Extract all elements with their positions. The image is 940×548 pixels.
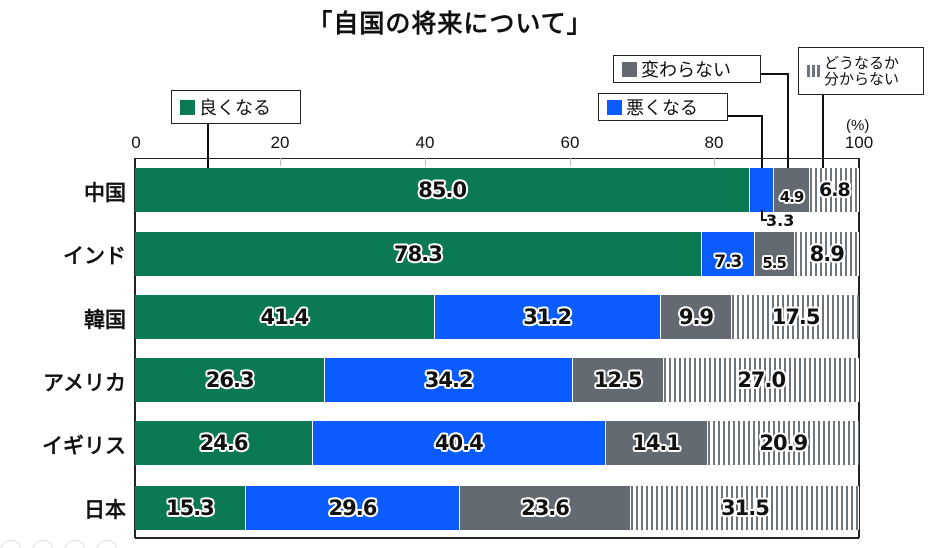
row-label-india: インド — [63, 244, 126, 268]
leader-line-same-v — [787, 73, 789, 175]
legend-swatch-unknown — [807, 65, 820, 77]
leader-line-bad-v — [761, 115, 763, 219]
bar-row-usa: 26.3 34.2 12.5 27.0 — [135, 358, 859, 402]
bar-segment-bad: 7.3 — [701, 232, 755, 276]
tickmark-40 — [425, 158, 426, 166]
bar-row-japan: 15.3 29.6 23.6 31.5 — [135, 486, 859, 530]
unit-label: (%) — [846, 117, 870, 134]
carousel-dot[interactable] — [0, 540, 22, 548]
legend-swatch-same — [622, 61, 637, 77]
x-tick-40: 40 — [415, 133, 435, 152]
axis-right — [858, 158, 860, 538]
x-tick-20: 20 — [270, 133, 290, 152]
bar-segment-same: 14.1 — [605, 421, 708, 465]
legend-label-same: 変わらない — [641, 60, 731, 81]
leader-line-bad-h — [728, 115, 762, 117]
row-label-uk: イギリス — [42, 434, 126, 458]
leader-line-unknown — [822, 95, 824, 175]
carousel-dot[interactable] — [32, 540, 54, 548]
bar-segment-unknown: 17.5 — [732, 295, 859, 339]
bar-segment-same: 12.5 — [573, 358, 664, 402]
row-label-korea: 韓国 — [84, 308, 126, 332]
legend-same: 変わらない — [613, 55, 761, 83]
bar-row-uk: 24.6 40.4 14.1 20.9 — [135, 421, 859, 465]
bar-segment-unknown: 6.8 — [809, 168, 859, 212]
legend-unknown: どうなるか 分からない — [798, 47, 924, 95]
bar-segment-same: 5.5 — [754, 232, 795, 276]
carousel-dots — [0, 540, 118, 548]
bar-segment-bad: 34.2 — [325, 358, 573, 402]
bar-segment-same: 9.9 — [660, 295, 733, 339]
bar-row-korea: 41.4 31.2 9.9 17.5 — [135, 295, 859, 339]
bar-segment-unknown: 31.5 — [630, 486, 859, 530]
tickmark-20 — [280, 158, 281, 166]
bar-segment-unknown: 8.9 — [794, 232, 859, 276]
leader-line-china-bad-label-h — [761, 219, 767, 221]
bar-row-china: 85.0 4.9 6.8 — [135, 168, 859, 212]
china-bad-value: 3.3 — [766, 211, 795, 230]
row-label-china: 中国 — [84, 181, 126, 205]
row-label-usa: アメリカ — [43, 371, 126, 395]
bar-row-india: 78.3 7.3 5.5 8.9 — [135, 232, 859, 276]
leader-line-good — [207, 124, 209, 174]
carousel-dot[interactable] — [64, 540, 86, 548]
x-tick-0: 0 — [131, 133, 141, 152]
bar-segment-good: 78.3 — [135, 232, 702, 276]
leader-line-china-bad-label — [761, 210, 763, 220]
legend-swatch-bad — [607, 99, 622, 115]
legend-label-bad: 悪くなる — [626, 98, 698, 119]
chart-title: 「自国の将来について」 — [307, 9, 593, 38]
legend-good: 良くなる — [171, 90, 301, 124]
row-label-japan: 日本 — [84, 498, 126, 522]
bar-segment-same: 23.6 — [460, 486, 631, 530]
bar-segment-unknown: 27.0 — [663, 358, 859, 402]
bar-segment-bad: 29.6 — [245, 486, 461, 530]
bar-segment-bad — [750, 168, 775, 212]
legend-label-unknown-line1: どうなるか — [824, 54, 900, 72]
axis-top — [135, 158, 859, 159]
legend-label-good: 良くなる — [199, 98, 271, 119]
bar-segment-good: 26.3 — [135, 358, 326, 402]
bar-segment-bad: 40.4 — [313, 421, 606, 465]
bar-segment-same: 4.9 — [774, 168, 810, 212]
x-tick-80: 80 — [704, 133, 724, 152]
bar-segment-unknown: 20.9 — [707, 421, 859, 465]
leader-line-same-h — [761, 73, 788, 75]
bar-segment-bad: 31.2 — [434, 295, 661, 339]
bar-segment-good: 41.4 — [135, 295, 435, 339]
tickmark-60 — [570, 158, 571, 166]
axis-bottom — [135, 537, 859, 539]
bar-segment-good: 15.3 — [135, 486, 246, 530]
x-tick-60: 60 — [560, 133, 580, 152]
axis-left — [134, 158, 136, 538]
legend-label-unknown-line2: 分からない — [824, 70, 900, 88]
bar-segment-good: 24.6 — [135, 421, 314, 465]
bar-segment-good: 85.0 — [135, 168, 751, 212]
x-tick-100: 100 — [844, 133, 874, 152]
legend-swatch-good — [180, 99, 195, 115]
tickmark-80 — [714, 158, 715, 166]
carousel-dot[interactable] — [96, 540, 118, 548]
legend-bad: 悪くなる — [598, 93, 728, 121]
